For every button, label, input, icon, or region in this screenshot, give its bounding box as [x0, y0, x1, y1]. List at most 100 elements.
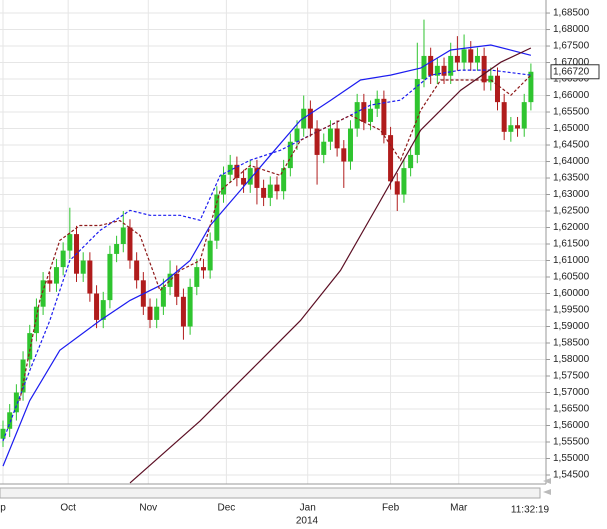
y-tick-label: 1,65000	[553, 123, 590, 134]
candle-body	[207, 240, 213, 271]
candle-body	[227, 164, 233, 175]
candle-body	[127, 227, 133, 261]
candle-body	[321, 141, 327, 155]
candle-body	[234, 164, 240, 179]
y-tick-label: 1,67000	[553, 57, 590, 68]
candle-body	[287, 141, 293, 169]
candle-body	[27, 333, 33, 360]
y-tick-label: 1,58000	[553, 354, 590, 365]
candle-body	[13, 392, 19, 413]
x-tick-label: Dec	[217, 503, 235, 514]
y-tick-label: 1,60000	[553, 288, 590, 299]
candle-body	[434, 65, 440, 76]
candle-body	[488, 75, 494, 83]
candle-body	[388, 135, 394, 182]
candle-body	[294, 128, 300, 142]
candle-body	[281, 168, 287, 192]
candle-body	[528, 71, 534, 103]
y-tick-label: 1,58500	[553, 338, 590, 349]
candle-body	[100, 300, 106, 320]
y-tick-label: 1,55000	[553, 453, 590, 464]
y-tick-label: 1,68000	[553, 24, 590, 35]
y-tick-label: 1,63500	[553, 173, 590, 184]
candle-body	[94, 293, 100, 320]
candle-body	[261, 187, 267, 198]
candle-body	[481, 55, 487, 83]
candle-body	[0, 428, 6, 439]
candle-body	[401, 168, 407, 195]
candle-body	[120, 227, 126, 245]
candle-body	[314, 128, 320, 155]
candle-body	[274, 184, 280, 192]
candle-body	[421, 55, 427, 80]
candle-body	[508, 125, 514, 132]
moving-average	[19, 74, 532, 401]
y-tick-label: 1,62000	[553, 222, 590, 233]
x-tick-label: Nov	[139, 503, 157, 514]
candle-body	[341, 148, 347, 162]
candle-body	[47, 280, 53, 284]
candle-body	[200, 267, 206, 271]
y-tick-label: 1,57500	[553, 371, 590, 382]
moving-average	[129, 47, 532, 484]
candle-body	[441, 65, 447, 76]
y-tick-label: 1,56500	[553, 404, 590, 415]
x-tick-label: Feb	[382, 503, 400, 514]
candle-body	[247, 168, 253, 185]
x-tick-label: Oct	[60, 503, 76, 514]
y-tick-label: 1,67500	[553, 41, 590, 52]
candle-body	[160, 286, 166, 307]
candle-body	[167, 273, 173, 287]
candle-body	[501, 102, 507, 132]
candle-body	[521, 102, 527, 129]
x-tick-label: Mar	[450, 503, 468, 514]
candle-body	[354, 102, 360, 129]
candle-body	[361, 102, 367, 122]
candle-body	[180, 296, 186, 327]
y-tick-label: 1,62500	[553, 206, 590, 217]
time-label: 11:32:19	[511, 505, 550, 516]
candle-body	[154, 306, 160, 320]
x-tick-label: p	[0, 503, 6, 514]
candle-body	[114, 244, 120, 254]
last-price-label: 1,66720	[553, 66, 590, 77]
candle-body	[134, 260, 140, 281]
moving-average	[2, 44, 532, 467]
y-tick-label: 1,64500	[553, 140, 590, 151]
candle-body	[381, 98, 387, 136]
candle-body	[7, 412, 13, 429]
candle-body	[147, 306, 153, 320]
candle-body	[334, 128, 340, 149]
y-tick-label: 1,65500	[553, 107, 590, 118]
y-tick-label: 1,55500	[553, 437, 590, 448]
candle-body	[174, 273, 180, 297]
candle-body	[107, 253, 113, 301]
candle-body	[347, 128, 353, 162]
y-tick-label: 1,57000	[553, 387, 590, 398]
candle-body	[187, 286, 193, 327]
candle-body	[448, 55, 454, 76]
candle-body	[87, 260, 93, 294]
last-price-box	[550, 64, 600, 80]
candle-body	[307, 108, 313, 129]
candle-body	[454, 55, 460, 63]
candle-body	[394, 181, 400, 195]
y-tick-label: 1,64000	[553, 156, 590, 167]
y-tick-label: 1,61500	[553, 239, 590, 250]
candle-body	[241, 178, 247, 185]
y-tick-label: 1,59500	[553, 305, 590, 316]
candle-body	[461, 49, 467, 63]
candle-body	[221, 174, 227, 195]
candle-body	[254, 168, 260, 188]
candle-body	[267, 184, 273, 198]
scroll-bar[interactable]	[0, 487, 541, 499]
y-tick-label: 1,59000	[553, 321, 590, 332]
y-tick-label: 1,63000	[553, 189, 590, 200]
scroll-arrows[interactable]	[543, 478, 551, 495]
candle-body	[80, 260, 86, 274]
candle-body	[374, 98, 380, 109]
y-tick-label: 1,56000	[553, 420, 590, 431]
y-tick-label: 1,68500	[553, 8, 590, 19]
y-tick-label: 1,61000	[553, 255, 590, 266]
y-tick-label: 1,54500	[553, 470, 590, 481]
